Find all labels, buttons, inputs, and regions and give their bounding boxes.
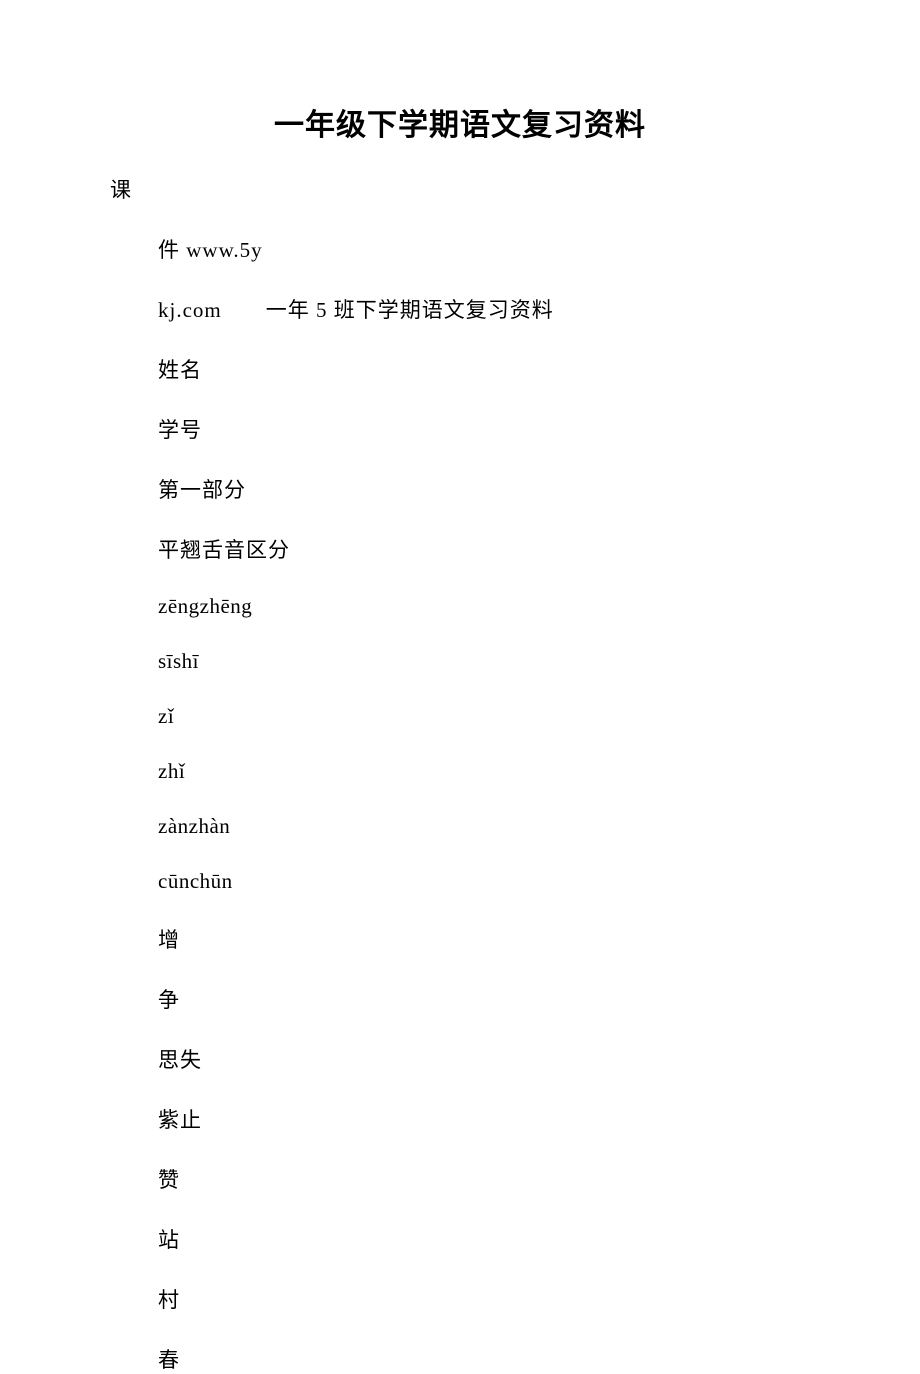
document-title: 一年级下学期语文复习资料 bbox=[110, 100, 810, 144]
content-line: zǐ bbox=[158, 704, 810, 729]
content-line: 件 www.5y bbox=[158, 234, 810, 264]
content-line: 平翘舌音区分 bbox=[158, 534, 810, 564]
content-line: zhǐ bbox=[158, 759, 810, 784]
content-line: 第一部分 bbox=[158, 474, 810, 504]
content-line: 春 bbox=[158, 1344, 810, 1374]
content-line: 赞 bbox=[158, 1164, 810, 1194]
first-line: 课 bbox=[110, 174, 810, 204]
content-line: 站 bbox=[158, 1224, 810, 1254]
content-line: zēngzhēng bbox=[158, 594, 810, 619]
content-line: 学号 bbox=[158, 414, 810, 444]
content-line: sīshī bbox=[158, 649, 810, 674]
content-line: 村 bbox=[158, 1284, 810, 1314]
content-line: cūnchūn bbox=[158, 869, 810, 894]
content-line: kj.com 一年 5 班下学期语文复习资料 bbox=[158, 294, 810, 324]
content-line: 紫止 bbox=[158, 1104, 810, 1134]
content-line: 姓名 bbox=[158, 354, 810, 384]
content-line: zànzhàn bbox=[158, 814, 810, 839]
content-line: 思失 bbox=[158, 1044, 810, 1074]
content-line: 争 bbox=[158, 984, 810, 1014]
content-line: 增 bbox=[158, 924, 810, 954]
